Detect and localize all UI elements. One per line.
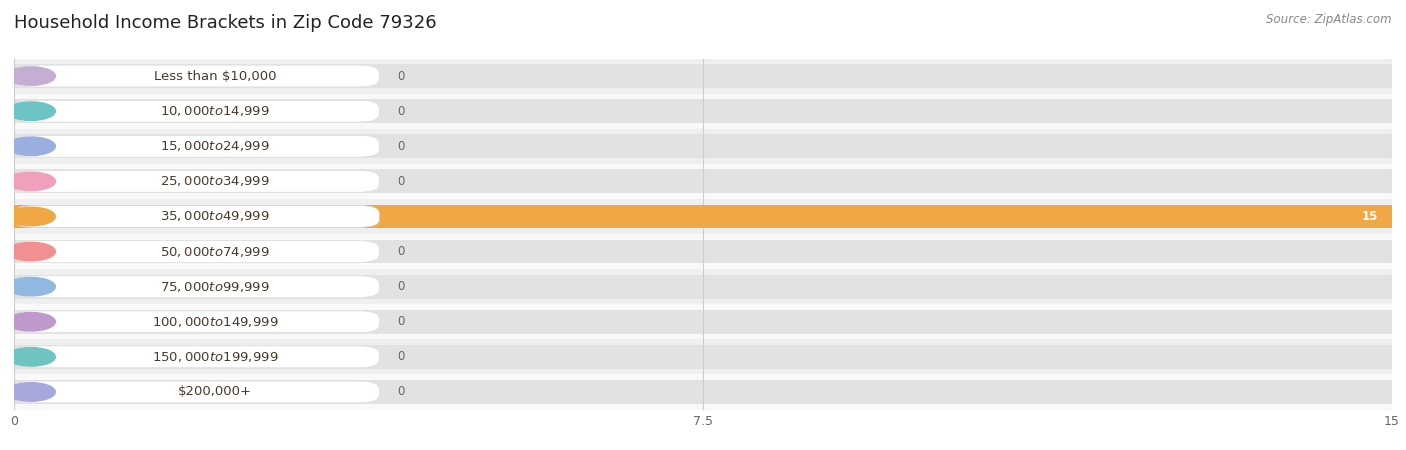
- Text: 0: 0: [398, 245, 405, 258]
- FancyBboxPatch shape: [14, 311, 380, 333]
- FancyBboxPatch shape: [14, 171, 380, 192]
- Bar: [14, 274, 1392, 299]
- Bar: [14, 380, 1392, 404]
- Circle shape: [7, 312, 55, 331]
- Circle shape: [7, 382, 55, 401]
- Bar: [14, 164, 1392, 199]
- Text: 0: 0: [398, 386, 405, 398]
- Text: Less than $10,000: Less than $10,000: [153, 70, 276, 82]
- Bar: [14, 169, 1392, 194]
- Text: $35,000 to $49,999: $35,000 to $49,999: [160, 209, 270, 224]
- Text: $10,000 to $14,999: $10,000 to $14,999: [160, 104, 270, 118]
- Bar: [14, 345, 1392, 369]
- Bar: [14, 129, 1392, 164]
- Text: $100,000 to $149,999: $100,000 to $149,999: [152, 315, 278, 329]
- Text: 0: 0: [398, 315, 405, 328]
- Bar: [14, 310, 1392, 334]
- Bar: [14, 234, 1392, 269]
- Bar: [14, 94, 1392, 129]
- Circle shape: [7, 67, 55, 86]
- Bar: [14, 374, 1392, 410]
- Bar: [14, 199, 1392, 234]
- Text: $150,000 to $199,999: $150,000 to $199,999: [152, 350, 278, 364]
- Circle shape: [7, 207, 55, 226]
- Text: 0: 0: [398, 105, 405, 117]
- Text: 15: 15: [1362, 210, 1378, 223]
- Bar: [14, 64, 1392, 88]
- Text: 0: 0: [398, 70, 405, 82]
- Text: $75,000 to $99,999: $75,000 to $99,999: [160, 279, 270, 294]
- FancyBboxPatch shape: [14, 65, 380, 87]
- Text: 0: 0: [398, 280, 405, 293]
- Text: $25,000 to $34,999: $25,000 to $34,999: [160, 174, 270, 189]
- FancyBboxPatch shape: [14, 100, 380, 122]
- FancyBboxPatch shape: [14, 381, 380, 403]
- Bar: [14, 204, 1392, 229]
- Text: 0: 0: [398, 175, 405, 188]
- Bar: [14, 99, 1392, 123]
- Text: $50,000 to $74,999: $50,000 to $74,999: [160, 244, 270, 259]
- Circle shape: [7, 137, 55, 156]
- FancyBboxPatch shape: [14, 135, 380, 157]
- FancyBboxPatch shape: [14, 276, 380, 297]
- FancyBboxPatch shape: [14, 346, 380, 368]
- Circle shape: [7, 172, 55, 191]
- Bar: [14, 239, 1392, 264]
- Bar: [14, 339, 1392, 374]
- FancyBboxPatch shape: [14, 206, 380, 227]
- Text: 0: 0: [398, 351, 405, 363]
- Circle shape: [7, 277, 55, 296]
- Circle shape: [7, 242, 55, 261]
- Circle shape: [7, 347, 55, 366]
- Text: Household Income Brackets in Zip Code 79326: Household Income Brackets in Zip Code 79…: [14, 14, 437, 32]
- Text: Source: ZipAtlas.com: Source: ZipAtlas.com: [1267, 14, 1392, 27]
- Bar: [14, 134, 1392, 158]
- FancyBboxPatch shape: [14, 241, 380, 262]
- Text: 0: 0: [398, 140, 405, 153]
- Text: $200,000+: $200,000+: [179, 386, 252, 398]
- Bar: [14, 269, 1392, 304]
- Bar: [14, 204, 1392, 229]
- Circle shape: [7, 102, 55, 121]
- Bar: [14, 58, 1392, 94]
- Bar: [14, 304, 1392, 339]
- Text: $15,000 to $24,999: $15,000 to $24,999: [160, 139, 270, 153]
